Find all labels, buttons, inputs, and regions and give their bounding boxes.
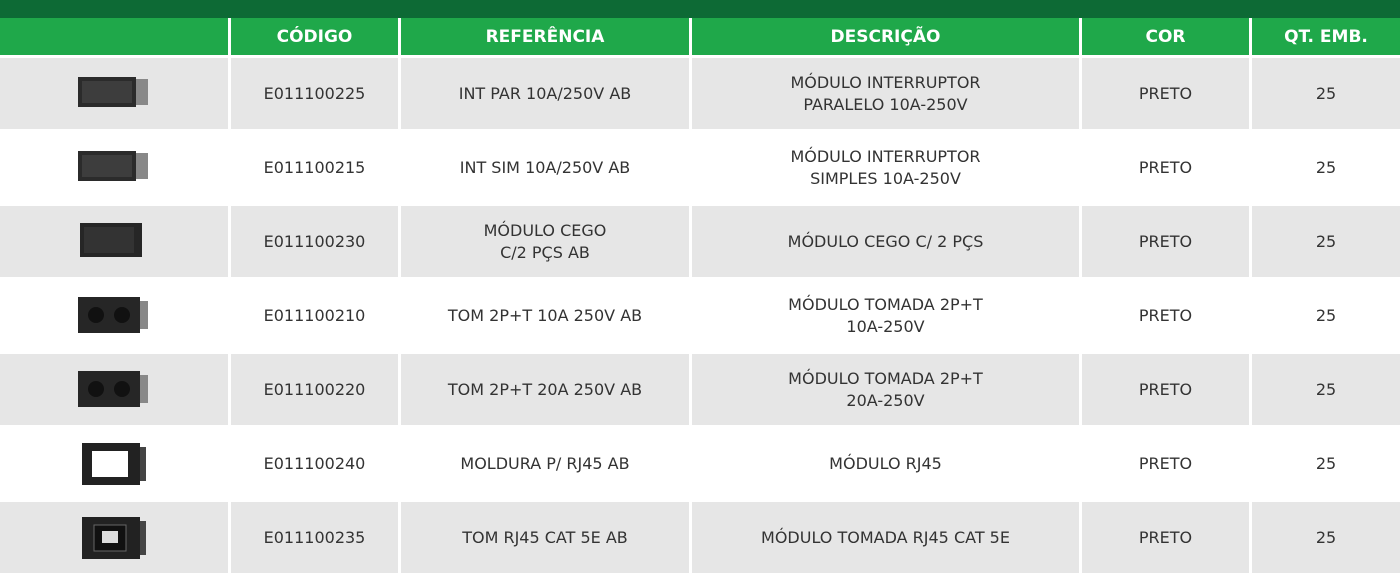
product-icon — [78, 150, 148, 181]
description-cell: MÓDULO TOMADA RJ45 CAT 5E — [692, 502, 1079, 573]
code-cell: E011100220 — [231, 354, 398, 425]
reference-cell: TOM 2P+T 20A 250V AB — [401, 354, 689, 425]
color-cell: PRETO — [1082, 58, 1249, 129]
product-icon — [78, 370, 148, 407]
product-table: CÓDIGO REFERÊNCIA DESCRIÇÃO COR QT. EMB. E011… — [0, 18, 1400, 573]
quantity-cell: 25 — [1252, 354, 1400, 425]
reference-cell: TOM 2P+T 10A 250V AB — [401, 280, 689, 351]
quantity-cell: 25 — [1252, 58, 1400, 129]
product-icon — [82, 516, 146, 559]
reference-cell: MOLDURA P/ RJ45 AB — [401, 428, 689, 499]
product-image — [0, 58, 228, 129]
header-cell: QT. EMB. — [1252, 18, 1400, 55]
reference-cell: INT SIM 10A/250V AB — [401, 132, 689, 203]
color-cell: PRETO — [1082, 354, 1249, 425]
quantity-cell: 25 — [1252, 132, 1400, 203]
code-cell: E011100230 — [231, 206, 398, 277]
color-cell: PRETO — [1082, 132, 1249, 203]
product-image — [0, 428, 228, 499]
product-icon — [82, 442, 146, 485]
code-cell: E011100210 — [231, 280, 398, 351]
code-cell: E011100225 — [231, 58, 398, 129]
quantity-cell: 25 — [1252, 206, 1400, 277]
code-cell: E011100235 — [231, 502, 398, 573]
header-cell: COR — [1082, 18, 1249, 55]
header-cell: DESCRIÇÃO — [692, 18, 1079, 55]
quantity-cell: 25 — [1252, 502, 1400, 573]
description-cell: MÓDULO TOMADA 2P+T 20A-250V — [692, 354, 1079, 425]
description-cell: MÓDULO RJ45 — [692, 428, 1079, 499]
product-image — [0, 354, 228, 425]
top-band — [0, 0, 1400, 18]
description-cell: MÓDULO INTERRUPTOR PARALELO 10A-250V — [692, 58, 1079, 129]
product-icon — [78, 296, 148, 333]
product-image — [0, 132, 228, 203]
product-icon — [80, 222, 142, 257]
code-cell: E011100215 — [231, 132, 398, 203]
product-image — [0, 206, 228, 277]
description-cell: MÓDULO CEGO C/ 2 PÇS — [692, 206, 1079, 277]
reference-cell: TOM RJ45 CAT 5E AB — [401, 502, 689, 573]
description-cell: MÓDULO INTERRUPTOR SIMPLES 10A-250V — [692, 132, 1079, 203]
product-image — [0, 502, 228, 573]
product-icon — [78, 76, 148, 107]
reference-cell: INT PAR 10A/250V AB — [401, 58, 689, 129]
code-cell: E011100240 — [231, 428, 398, 499]
product-image — [0, 280, 228, 351]
color-cell: PRETO — [1082, 206, 1249, 277]
reference-cell: MÓDULO CEGO C/2 PÇS AB — [401, 206, 689, 277]
color-cell: PRETO — [1082, 502, 1249, 573]
quantity-cell: 25 — [1252, 428, 1400, 499]
description-cell: MÓDULO TOMADA 2P+T 10A-250V — [692, 280, 1079, 351]
color-cell: PRETO — [1082, 428, 1249, 499]
header-image — [0, 18, 228, 55]
quantity-cell: 25 — [1252, 280, 1400, 351]
color-cell: PRETO — [1082, 280, 1249, 351]
header-cell: REFERÊNCIA — [401, 18, 689, 55]
header-cell: CÓDIGO — [231, 18, 398, 55]
